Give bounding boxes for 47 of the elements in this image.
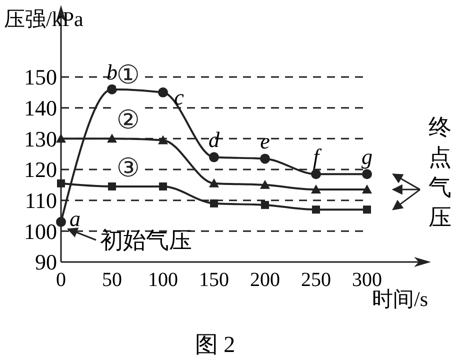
annotation: b xyxy=(106,59,118,84)
point xyxy=(158,135,168,144)
point xyxy=(158,87,168,98)
point xyxy=(108,182,116,190)
annotation: g xyxy=(362,144,372,170)
annotation: a xyxy=(70,206,80,231)
point xyxy=(209,152,219,162)
annotation: d xyxy=(208,127,220,152)
point xyxy=(311,184,321,194)
point xyxy=(57,179,65,188)
annotation: 初始气压 xyxy=(100,228,192,253)
series-label: ② xyxy=(116,106,140,135)
point xyxy=(312,206,320,214)
y-tick-label: 100 xyxy=(24,218,57,244)
point xyxy=(362,169,372,180)
point xyxy=(311,169,321,180)
x-tick-label: 250 xyxy=(301,269,331,291)
point xyxy=(56,134,66,143)
point xyxy=(56,216,66,227)
text: 终点气压 xyxy=(428,115,452,230)
x-tick-label: 0 xyxy=(56,269,66,291)
point xyxy=(260,180,270,189)
point xyxy=(209,178,219,188)
y-tick-label: 140 xyxy=(24,96,57,121)
annotation: f xyxy=(312,144,322,170)
point xyxy=(260,154,270,164)
annotation: c xyxy=(174,84,184,110)
annotation: e xyxy=(260,128,270,154)
x-tick-label: 150 xyxy=(199,269,229,291)
y-tick-label: 110 xyxy=(24,188,57,214)
point xyxy=(362,184,372,194)
point xyxy=(107,84,117,94)
series-label: ③ xyxy=(116,153,140,182)
y-tick-label: 150 xyxy=(24,64,57,90)
y-tick-label: 130 xyxy=(24,126,57,152)
y-tick-label: 120 xyxy=(24,157,57,182)
series-label: ① xyxy=(116,60,140,90)
caption: 图 2 xyxy=(194,332,236,357)
x-tick-label: 200 xyxy=(250,269,280,291)
point xyxy=(261,200,269,209)
point xyxy=(159,182,167,190)
point xyxy=(363,206,371,214)
point xyxy=(107,134,117,143)
point xyxy=(210,199,218,208)
y-tick-label: 90 xyxy=(35,250,57,275)
x-tick-label: 50 xyxy=(102,269,122,291)
x-tick-label: 100 xyxy=(148,269,178,291)
